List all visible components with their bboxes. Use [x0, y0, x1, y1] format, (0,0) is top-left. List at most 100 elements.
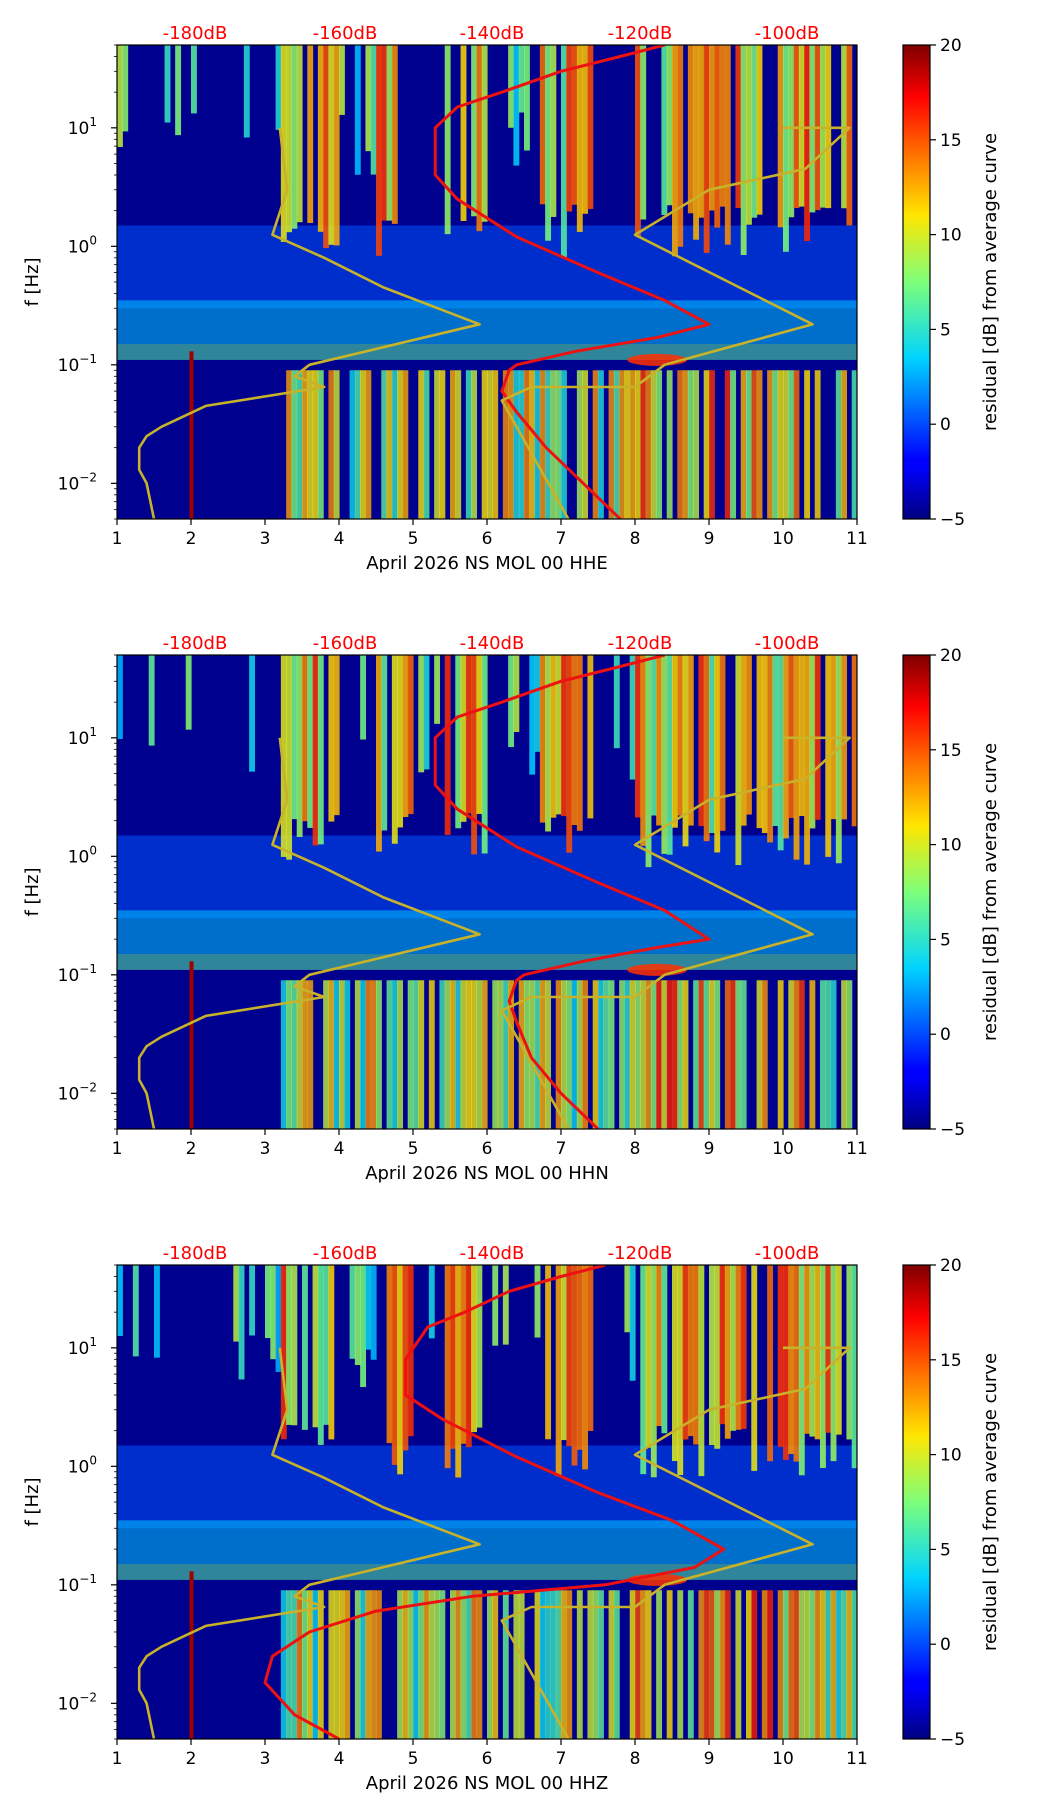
- y-tick-label: 100: [68, 1453, 97, 1477]
- y-axis-label: f [Hz]: [22, 1477, 43, 1526]
- x-tick-label: 5: [408, 529, 419, 549]
- y-tick-label: 100: [68, 233, 97, 257]
- db-label: -180dB: [163, 23, 228, 44]
- y-tick-label: 10−1: [58, 352, 97, 376]
- series-noise-model: [500, 126, 851, 519]
- colorbar: 20 15 10 5 0 −5 residual [dB] from average cur…: [902, 36, 1001, 530]
- db-label: -100dB: [755, 1243, 820, 1264]
- colorbar-tick-label: −5: [940, 1730, 965, 1750]
- x-tick-label: 2: [186, 1139, 197, 1159]
- db-label: -100dB: [755, 23, 820, 44]
- x-tick-label: 3: [260, 1139, 271, 1159]
- x-tick-label: 5: [408, 1749, 419, 1769]
- x-tick-label: 4: [334, 1139, 345, 1159]
- y-tick-label: 10−2: [58, 1080, 97, 1104]
- panel-3: 1 2 3 4 5 6 7 8 9 10 11 101 100 10−1 10−2 April 2026 NS…: [22, 1243, 1001, 1794]
- db-label: -120dB: [608, 23, 673, 44]
- colorbar-tick-label: 0: [940, 415, 951, 435]
- x-tick-label: 8: [630, 1139, 641, 1159]
- x-axis-label: April 2026 NS MOL 00 HHN: [365, 1163, 609, 1184]
- colorbar-label: residual [dB] from average curve: [980, 743, 1001, 1041]
- y-tick-label: 10−2: [58, 1690, 97, 1714]
- db-label: -180dB: [163, 633, 228, 654]
- series-average-curve: [433, 45, 711, 519]
- db-label: -160dB: [313, 633, 378, 654]
- colorbar-tick-label: 15: [940, 1351, 962, 1371]
- db-label: -160dB: [313, 1243, 378, 1264]
- x-axis-label: April 2026 NS MOL 00 HHE: [366, 553, 608, 574]
- heatmap-image: [117, 655, 857, 1129]
- colorbar-tick-label: 20: [940, 1256, 962, 1276]
- colorbar-tick-label: −5: [940, 1120, 965, 1140]
- db-label: -180dB: [163, 1243, 228, 1264]
- x-tick-label: 9: [704, 1749, 715, 1769]
- colorbar-gradient: [902, 44, 931, 520]
- x-tick-label: 4: [334, 1749, 345, 1769]
- x-tick-label: 1: [112, 1139, 123, 1159]
- colorbar-tick-label: 10: [940, 1446, 962, 1466]
- x-tick-label: 9: [704, 529, 715, 549]
- colorbar-gradient: [902, 1264, 931, 1740]
- x-tick-label: 9: [704, 1139, 715, 1159]
- x-tick-label: 4: [334, 529, 345, 549]
- x-tick-label: 6: [482, 1139, 493, 1159]
- colorbar-label: residual [dB] from average curve: [980, 133, 1001, 431]
- y-tick-label: 10−2: [58, 470, 97, 494]
- y-axis-label: f [Hz]: [22, 867, 43, 916]
- x-tick-label: 3: [260, 1749, 271, 1769]
- colorbar-tick-label: 5: [940, 1540, 951, 1560]
- colorbar-tick-label: 20: [940, 646, 962, 666]
- y-tick-label: 101: [68, 115, 97, 139]
- x-tick-label: 10: [772, 529, 794, 549]
- x-tick-label: 11: [846, 1749, 868, 1769]
- x-tick-label: 2: [186, 1749, 197, 1769]
- series-noise-model: [500, 1346, 851, 1739]
- colorbar-tick-label: 0: [940, 1635, 951, 1655]
- colorbar-gradient: [902, 654, 931, 1130]
- colorbar: 20 15 10 5 0 −5 residual [dB] from average cur…: [902, 1256, 1001, 1750]
- y-tick-label: 10−1: [58, 962, 97, 986]
- colorbar-tick-label: 20: [940, 36, 962, 56]
- series-noise-model: [500, 736, 851, 1129]
- x-axis-label: April 2026 NS MOL 00 HHZ: [366, 1773, 608, 1794]
- x-tick-label: 6: [482, 1749, 493, 1769]
- x-tick-label: 10: [772, 1139, 794, 1159]
- db-label: -160dB: [313, 23, 378, 44]
- series-noise-model-low: [137, 1347, 481, 1739]
- x-tick-label: 11: [846, 1139, 868, 1159]
- colorbar-tick-label: 5: [940, 930, 951, 950]
- y-axis-label: f [Hz]: [22, 257, 43, 306]
- db-label: -120dB: [608, 633, 673, 654]
- series-average-curve: [263, 1265, 726, 1739]
- x-tick-label: 11: [846, 529, 868, 549]
- colorbar-tick-label: 0: [940, 1025, 951, 1045]
- colorbar-tick-label: 5: [940, 320, 951, 340]
- y-tick-label: 10−1: [58, 1572, 97, 1596]
- y-tick-label: 100: [68, 843, 97, 867]
- x-tick-label: 8: [630, 1749, 641, 1769]
- x-tick-label: 1: [112, 529, 123, 549]
- colorbar-tick-label: 15: [940, 131, 962, 151]
- x-tick-label: 1: [112, 1749, 123, 1769]
- colorbar-tick-label: 10: [940, 226, 962, 246]
- heatmap-image: [117, 1265, 857, 1739]
- y-tick-label: 101: [68, 725, 97, 749]
- db-label: -140dB: [460, 633, 525, 654]
- heatmap-image: [117, 45, 857, 519]
- x-tick-label: 2: [186, 529, 197, 549]
- y-tick-label: 101: [68, 1335, 97, 1359]
- colorbar-label: residual [dB] from average curve: [980, 1353, 1001, 1651]
- series-noise-model-low: [137, 737, 481, 1129]
- colorbar-tick-label: −5: [940, 510, 965, 530]
- series-average-curve: [433, 655, 711, 1129]
- db-label: -120dB: [608, 1243, 673, 1264]
- db-label: -140dB: [460, 1243, 525, 1264]
- db-label: -100dB: [755, 633, 820, 654]
- db-label: -140dB: [460, 23, 525, 44]
- x-tick-label: 5: [408, 1139, 419, 1159]
- x-tick-label: 6: [482, 529, 493, 549]
- x-tick-label: 7: [556, 1749, 567, 1769]
